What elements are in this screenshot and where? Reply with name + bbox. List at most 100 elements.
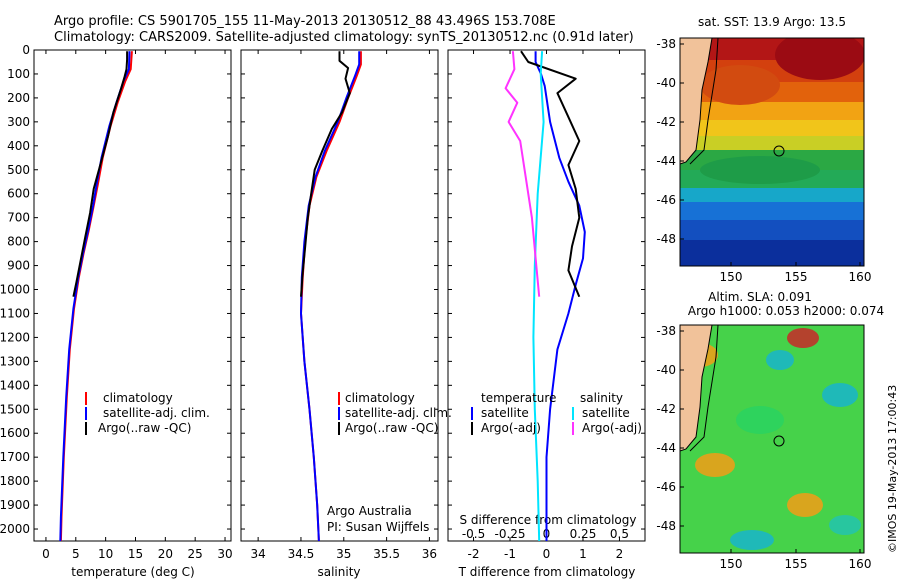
lat-tick-label: -46: [656, 193, 676, 207]
lat-tick-label: -38: [656, 37, 676, 51]
sst-map: sat. SST: 13.9 Argo: 13.5 -38 -40 -42 -44 -4…: [656, 15, 871, 284]
sst-band: [680, 188, 864, 202]
x-tick-label: -1: [504, 547, 516, 561]
depth-tick-label: 1400: [0, 378, 30, 392]
sst-warm-patch: [700, 65, 780, 105]
sst-band: [680, 136, 864, 150]
depth-tick-label: 1900: [0, 498, 30, 512]
legend-label-climatology: climatology: [103, 391, 173, 405]
lon-tick-label: 155: [785, 270, 808, 284]
x-tick-label: 20: [158, 547, 173, 561]
sla-map: Altim. SLA: 0.091 Argo h1000: 0.053 h200…: [656, 290, 884, 571]
legend-label-satellite: satellite-adj. clim.: [103, 406, 210, 420]
land-australia: [680, 325, 713, 452]
land-australia: [680, 38, 713, 165]
legend-label-t-argo: Argo(-adj): [481, 421, 541, 435]
x-tick-label: 36: [422, 547, 437, 561]
lat-tick-label: -48: [656, 519, 676, 533]
legend-label-argo: Argo(..raw -QC): [345, 421, 438, 435]
sst-green-patch: [700, 156, 820, 184]
depth-tick-label: 700: [7, 211, 30, 225]
x-tick-label: 35.5: [373, 547, 400, 561]
legend-label-s-satellite: satellite: [582, 406, 630, 420]
depth-tick-label: 1000: [0, 283, 30, 297]
sla-anomaly: [787, 493, 823, 517]
lat-tick-label: -42: [656, 402, 676, 416]
argo-position-marker-sla: [773, 435, 785, 447]
lon-tick-label: 150: [720, 557, 743, 571]
sst-map-title: sat. SST: 13.9 Argo: 13.5: [698, 15, 846, 29]
difference-legend: temperature salinity satellite Argo(-adj…: [471, 391, 642, 435]
credit-argo-australia: Argo Australia: [327, 504, 412, 518]
lat-tick-label: -40: [656, 76, 676, 90]
x-tick-label: 35: [336, 547, 351, 561]
sla-anomaly: [766, 350, 794, 370]
lon-tick-label: 160: [849, 270, 872, 284]
series-line-salinity-satellite: [532, 51, 545, 542]
sla-map-title-2: Argo h1000: 0.053 h2000: 0.074: [688, 304, 884, 318]
temperature-xlabel: temperature (deg C): [71, 565, 194, 579]
s-tick-label: 0.5: [610, 527, 629, 541]
legend-label-climatology: climatology: [345, 391, 415, 405]
depth-tick-label: 900: [7, 259, 30, 273]
sst-band: [680, 240, 864, 266]
lat-tick-label: -44: [656, 441, 676, 455]
temperature-panel: temperature (deg C) 01002003004005006007…: [0, 43, 233, 579]
depth-tick-label: 1700: [0, 450, 30, 464]
x-tick-label: 5: [72, 547, 80, 561]
s-tick-label: -0.5: [462, 527, 485, 541]
x-tick-label: 25: [188, 547, 203, 561]
temperature-legend: climatology satellite-adj. clim. Argo(..…: [85, 391, 210, 435]
sla-anomaly: [695, 453, 735, 477]
legend-label-satellite: satellite-adj. clim.: [345, 406, 452, 420]
depth-tick-label: 800: [7, 235, 30, 249]
depth-tick-label: 100: [7, 67, 30, 81]
salinity-panel: salinity Argo Australia PI: Susan Wijffe…: [240, 49, 439, 579]
depth-tick-label: 2000: [0, 522, 30, 536]
lat-tick-label: -44: [656, 154, 676, 168]
sla-anomaly: [730, 530, 774, 550]
x-tick-label: 30: [217, 547, 232, 561]
lat-tick-label: -40: [656, 363, 676, 377]
lon-tick-label: 155: [785, 557, 808, 571]
figure-title-line2: Climatology: CARS2009. Satellite-adjuste…: [54, 30, 634, 45]
depth-tick-label: 1500: [0, 402, 30, 416]
sla-anomaly: [787, 328, 819, 348]
depth-tick-label: 400: [7, 139, 30, 153]
x-tick-label: 34.5: [288, 547, 315, 561]
series-line-temperature-argo-adj-: [520, 50, 581, 298]
s-tick-label: 0.25: [570, 527, 597, 541]
series-line-argo-raw-qc-: [72, 51, 129, 297]
depth-tick-label: 1800: [0, 474, 30, 488]
depth-tick-label: 1200: [0, 330, 30, 344]
depth-tick-label: 600: [7, 187, 30, 201]
x-tick-label: 2: [616, 547, 624, 561]
depth-tick-label: 200: [7, 91, 30, 105]
lon-tick-label: 160: [849, 557, 872, 571]
depth-tick-label: 0: [22, 43, 30, 57]
x-tick-label: 10: [98, 547, 113, 561]
legend-head-salinity: salinity: [580, 391, 623, 405]
salinity-xlabel: salinity: [317, 565, 360, 579]
sla-anomaly: [829, 515, 861, 535]
legend-label-argo: Argo(..raw -QC): [98, 421, 191, 435]
lat-tick-label: -38: [656, 324, 676, 338]
series-line-temperature-satellite: [534, 51, 586, 541]
sst-band: [680, 202, 864, 220]
depth-tick-label: 1600: [0, 426, 30, 440]
sst-warm-core: [775, 38, 864, 80]
legend-head-temperature: temperature: [481, 391, 556, 405]
x-tick-label: 1: [579, 547, 587, 561]
credit-pi: PI: Susan Wijffels: [327, 520, 429, 534]
lon-tick-label: 150: [720, 270, 743, 284]
x-tick-label: -2: [468, 547, 480, 561]
lat-tick-label: -48: [656, 232, 676, 246]
imos-timestamp: ©IMOS 19-May-2013 17:00:43: [886, 384, 899, 553]
legend-label-s-argo: Argo(-adj): [582, 421, 642, 435]
depth-tick-label: 300: [7, 115, 30, 129]
sla-anomaly: [822, 383, 858, 407]
depth-tick-label: 1100: [0, 306, 30, 320]
s-tick-label: -0.25: [494, 527, 525, 541]
series-line-argo-raw-qc-: [300, 51, 351, 297]
